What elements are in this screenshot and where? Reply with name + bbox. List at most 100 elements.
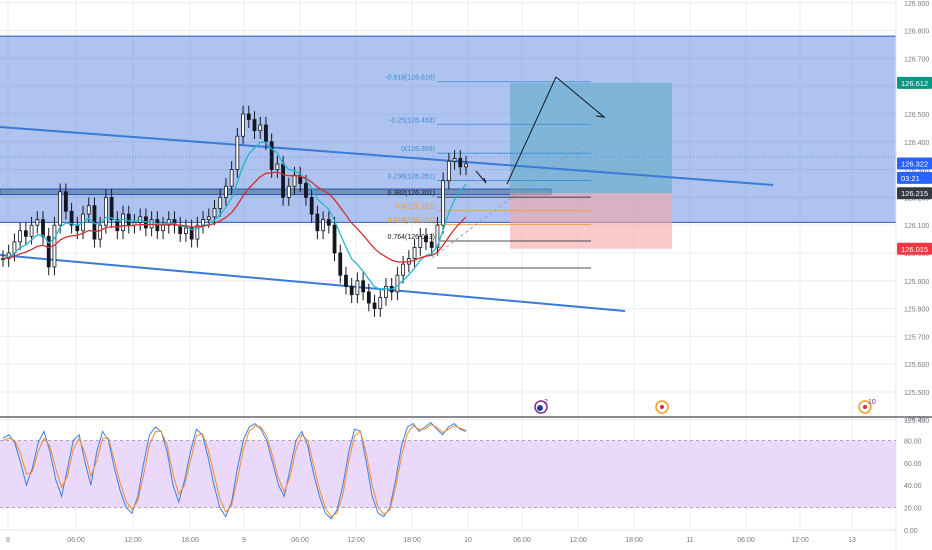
time-tick-label: 18:00 [403, 537, 421, 544]
candle-body [126, 213, 131, 226]
upper-trendline[interactable] [0, 126, 774, 186]
time-tick-label: 06:00 [67, 537, 85, 544]
candle-body [269, 141, 274, 170]
price-tick-label: 125.700 [904, 334, 929, 341]
candle-body [69, 210, 74, 226]
support-band[interactable] [0, 188, 552, 196]
projection-arrows[interactable] [431, 76, 606, 259]
economic-event-icon[interactable]: 10 [858, 399, 876, 414]
time-tick-label: 18:00 [181, 537, 199, 544]
price-tag-label: 03:21 [901, 174, 920, 183]
candle-body [315, 213, 320, 232]
candle-body [458, 158, 463, 168]
candle-body [46, 235, 51, 268]
candle-body [384, 285, 388, 298]
candle-body [115, 219, 120, 232]
retrace-down-arrow[interactable] [555, 76, 605, 118]
candle-body [258, 124, 263, 132]
candle-body [218, 196, 223, 209]
candle-body [172, 219, 177, 226]
candle-body [121, 213, 125, 232]
candle-body [63, 191, 68, 212]
fib-level-label: 0.382(126.201) [388, 190, 435, 197]
candle-body [246, 113, 251, 120]
candle-body [29, 224, 34, 237]
event-count: 10 [868, 399, 876, 406]
time-tick-label: 13 [848, 537, 856, 544]
time-tick-label: 18:00 [625, 537, 643, 544]
fib-trend-dashed-line [431, 141, 586, 259]
candle-body [229, 169, 234, 187]
candle-body [298, 174, 303, 184]
candle-body [366, 291, 371, 304]
price-tag [897, 157, 932, 170]
fib-level-label: 0.5(126.152) [395, 204, 435, 211]
candle-body [344, 274, 348, 287]
time-tick-label: 06:00 [513, 537, 531, 544]
candle-body [321, 219, 325, 232]
price-tick-label: 125.600 [904, 362, 929, 369]
stochastic-tick-label: 100.00 [904, 416, 926, 423]
price-tag-label: 126.322 [901, 159, 928, 168]
price-tick-label: 126.400 [904, 140, 929, 147]
candle-body [264, 124, 268, 143]
candle-body [206, 216, 211, 221]
long-position-loss-zone[interactable] [510, 193, 672, 249]
time-tick-label: 9 [242, 537, 246, 544]
candle-body [224, 185, 228, 198]
candle-body [418, 235, 423, 248]
event-badges[interactable]: 2 10 [534, 399, 876, 414]
candle-body [446, 160, 451, 182]
candle-body [435, 224, 440, 248]
price-tick-label: 126.700 [904, 56, 929, 63]
time-tick-label: 12:00 [124, 537, 142, 544]
candle-body [429, 241, 434, 248]
price-tick-label: 126.800 [904, 29, 929, 36]
candle-body [41, 219, 45, 237]
economic-event-icon[interactable] [655, 400, 669, 414]
stochastic-d-line [2, 424, 467, 518]
candle-body [424, 235, 428, 243]
ema-fast-line [2, 141, 467, 291]
candle-body [18, 230, 23, 243]
candle-body [452, 158, 457, 162]
price-tag-label: 126.015 [901, 245, 928, 254]
pullback-arrow[interactable] [475, 170, 487, 184]
fib-level-label: 0.618(126.103) [388, 217, 435, 224]
candle-body [235, 135, 240, 170]
stochastic-tick-label: 60.00 [904, 461, 922, 468]
fibonacci-extension[interactable]: -0.618(126.616) -0.25(126.463) 0(126.359) 0… [385, 75, 591, 269]
candle-body [309, 196, 314, 215]
candle-body [103, 196, 108, 226]
stochastic-pane[interactable]: 100.00 80.00 60.00 40.00 20.00 0.00 [0, 416, 926, 535]
candle-body [395, 274, 400, 293]
candle-body [109, 196, 114, 221]
candle-body [281, 163, 285, 198]
impulse-up-arrow[interactable] [506, 76, 557, 185]
candle-body [361, 280, 366, 293]
candle-body [23, 230, 28, 237]
fib-level-label: 0.764(126.043) [388, 234, 435, 241]
time-tick-label: 06:00 [291, 537, 309, 544]
candle-body [195, 224, 200, 240]
price-tick-label: 126.100 [904, 223, 929, 230]
time-tick-label: 10 [464, 537, 472, 544]
lower-trendline[interactable] [0, 254, 626, 312]
stochastic-tick-label: 80.00 [904, 438, 922, 445]
price-tick-label: 125.400 [904, 418, 929, 425]
time-tick-label: 12:00 [791, 537, 809, 544]
price-tag [897, 76, 932, 89]
ema-slow-line [2, 171, 467, 263]
long-position-profit-zone[interactable] [510, 82, 672, 194]
earnings-flag-icon[interactable]: 2 [534, 399, 548, 414]
time-tick-label: 12:00 [569, 537, 587, 544]
candle-body [12, 241, 17, 254]
fib-level-label: -0.25(126.463) [389, 117, 435, 124]
candle-body [355, 280, 360, 296]
price-tick-label: 125.800 [904, 307, 929, 314]
candle-body [326, 219, 331, 226]
candle-body [401, 263, 406, 276]
time-axis[interactable]: 8 06:00 12:00 18:00 9 06:00 12:00 18:00 10 06:00 1… [0, 529, 896, 544]
candle-body [304, 183, 308, 198]
